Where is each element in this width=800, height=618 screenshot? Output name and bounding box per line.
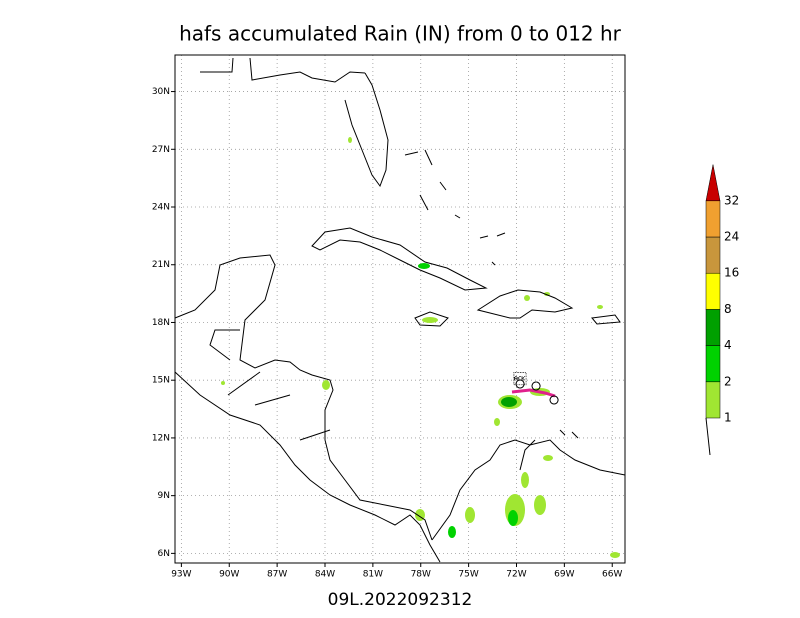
grid (175, 55, 625, 563)
colorbar-tail (705, 417, 711, 456)
lon-tick-label: 90W (219, 570, 239, 580)
colorbar-arrow (705, 164, 721, 202)
map-frame (174, 54, 626, 564)
lon-tick-label: 66W (602, 570, 622, 580)
colorbar-label: 16 (724, 266, 739, 280)
map-background (175, 55, 625, 563)
colorbar-label: 24 (724, 230, 739, 244)
colorbar-segment (705, 309, 721, 346)
cycle-label: 09L.2022092312 (328, 590, 473, 610)
colorbar-segment (705, 345, 721, 383)
title: hafs accumulated Rain (IN) from 0 to 012… (179, 22, 622, 46)
lat-tick-label: 18N (152, 318, 170, 328)
colorbar-label: 2 (724, 374, 732, 388)
lat-tick-label: 21N (152, 260, 170, 270)
colorbar-segment (705, 272, 721, 310)
colorbar-segment (705, 381, 721, 419)
lon-tick-label: 87W (267, 570, 287, 580)
lat-tick-label: 30N (152, 87, 170, 97)
lon-tick-label: 69W (554, 570, 574, 580)
lat-tick-label: 27N (152, 145, 170, 155)
svg-text::  (514, 372, 527, 388)
colorbar-label: 1 (724, 411, 732, 425)
colorbar-label: 32 (724, 193, 739, 207)
lon-tick-label: 72W (506, 570, 526, 580)
lon-tick-label: 84W (315, 570, 335, 580)
lon-tick-label: 78W (411, 570, 431, 580)
lat-tick-label: 24N (152, 203, 170, 213)
colorbar-label: 8 (724, 302, 732, 316)
coastlines (174, 57, 626, 563)
lat-tick-label: 6N (158, 549, 170, 559)
lon-tick-label: 93W (171, 570, 191, 580)
lat-tick-label: 9N (158, 491, 170, 501)
colorbar-label: 4 (724, 338, 732, 352)
lat-tick-label: 15N (152, 376, 170, 386)
lon-tick-label: 75W (458, 570, 478, 580)
colorbar-segment (705, 236, 721, 274)
colorbar-segment (705, 200, 721, 238)
lon-tick-label: 81W (363, 570, 383, 580)
storm-track:  (511, 372, 559, 405)
lat-tick-label: 12N (152, 433, 170, 443)
